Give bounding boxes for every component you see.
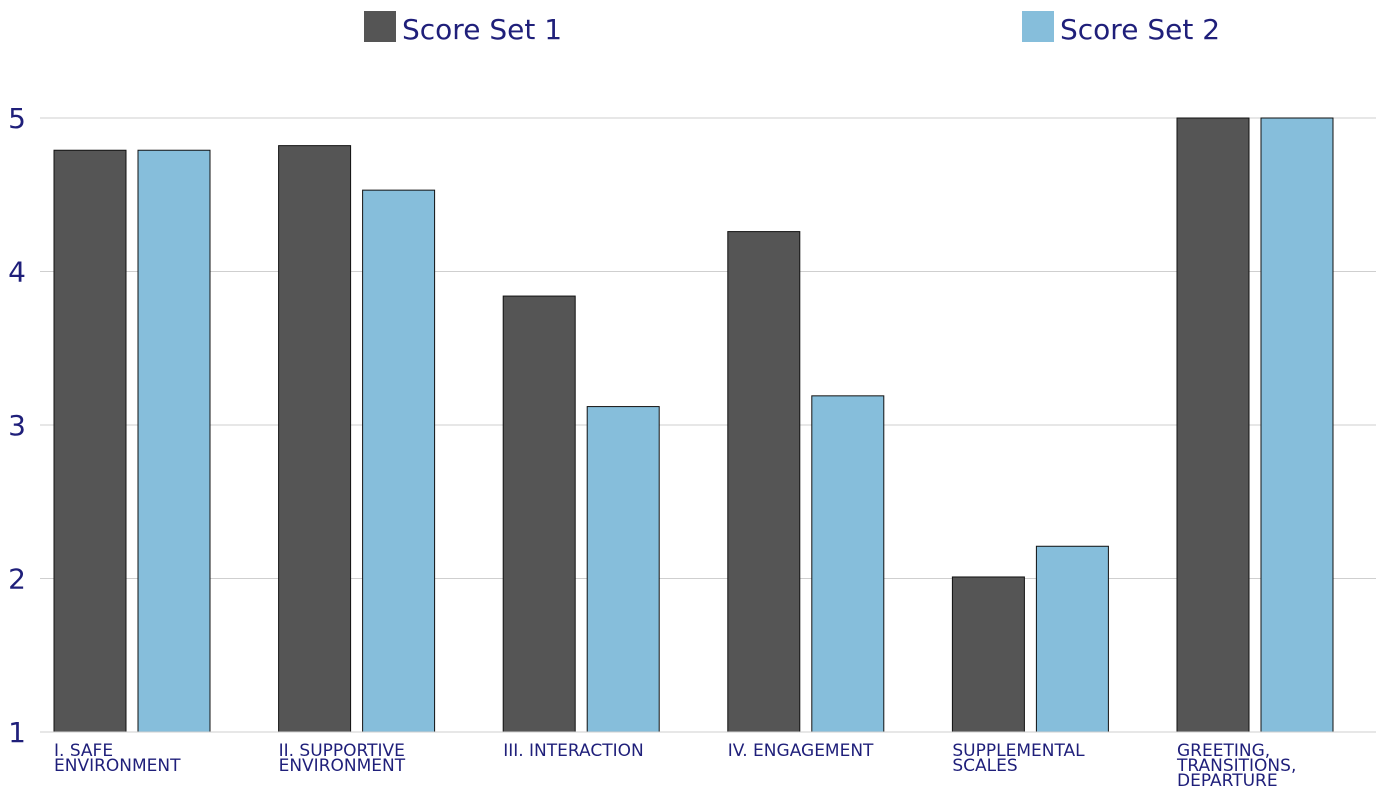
bar-2-5 xyxy=(1035,545,1109,733)
x-category-label: SUPPLEMENTAL SCALES xyxy=(952,741,1085,776)
bar-1-3 xyxy=(502,295,576,733)
legend-swatch-1 xyxy=(364,11,396,42)
bar-1-4 xyxy=(727,231,801,733)
bar-1-5 xyxy=(951,576,1025,733)
bar-2-1 xyxy=(137,149,211,733)
legend-swatch-2 xyxy=(1022,11,1054,42)
y-tick-label: 4 xyxy=(8,256,26,289)
y-tick-label: 5 xyxy=(8,102,26,135)
bar-2-2 xyxy=(362,189,436,733)
bar-1-6 xyxy=(1176,117,1250,733)
bar-1-2 xyxy=(278,145,352,733)
legend-label-2: Score Set 2 xyxy=(1060,13,1220,46)
bars xyxy=(53,117,1334,733)
y-tick-label: 1 xyxy=(8,716,26,749)
x-axis: I. SAFE ENVIRONMENT II. SUPPORTIVE ENVIRONM… xyxy=(40,731,1376,789)
y-axis: 1 2 3 4 5 xyxy=(8,102,26,749)
bar-2-3 xyxy=(586,406,660,733)
x-category-label: II. SUPPORTIVE ENVIRONMENT xyxy=(279,741,406,776)
legend: Score Set 1 Score Set 2 xyxy=(364,11,1220,46)
bar-1-1 xyxy=(53,149,127,733)
bar-2-6 xyxy=(1260,117,1334,733)
grid-lines xyxy=(40,117,1376,579)
y-tick-label: 2 xyxy=(8,563,26,596)
x-category-label: IV. ENGAGEMENT xyxy=(728,741,874,761)
x-category-label: GREETING, TRANSITIONS, DEPARTURE xyxy=(1176,741,1296,789)
x-category-label: III. INTERACTION xyxy=(503,741,644,761)
y-tick-label: 3 xyxy=(8,409,26,442)
legend-label-1: Score Set 1 xyxy=(402,13,562,46)
x-category-label: I. SAFE ENVIRONMENT xyxy=(54,741,181,776)
bar-2-4 xyxy=(811,395,885,733)
